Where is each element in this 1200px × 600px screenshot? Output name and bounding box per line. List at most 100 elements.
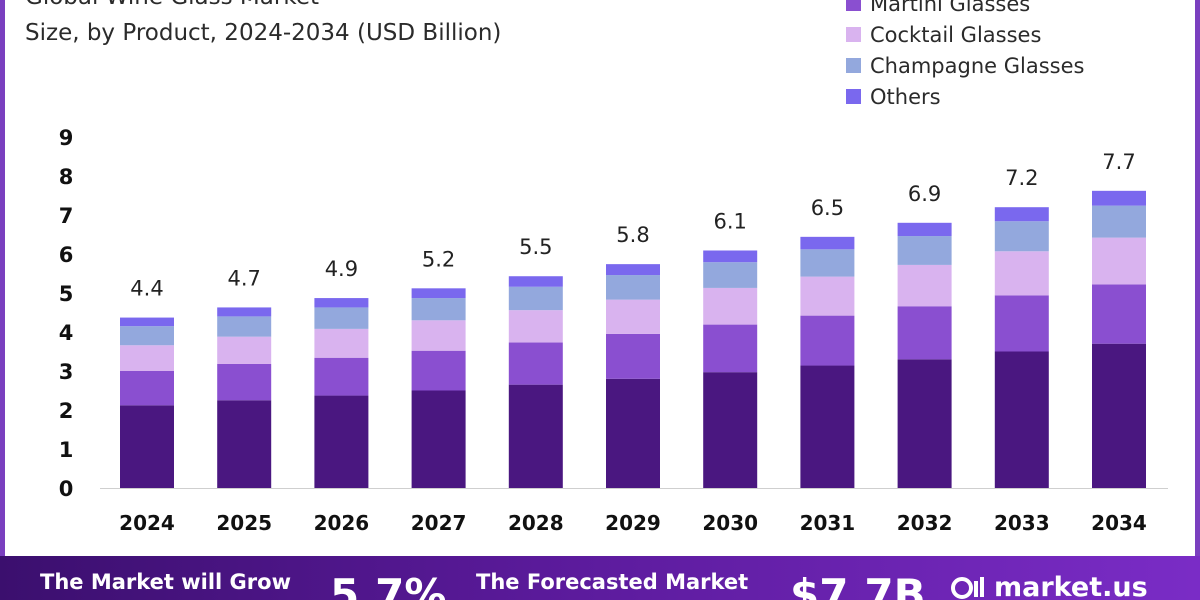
legend-item-others: Others — [846, 81, 1084, 112]
bar-total-label: 4.4 — [130, 277, 163, 301]
y-tick-label: 8 — [59, 165, 74, 189]
stacked-bar-chart: 0 1 2 3 4 5 6 7 8 9 4.4 2024 4.7 2025 4.9 2026 5.2 2027 5.… — [59, 126, 1168, 535]
legend-item-martini: Martini Glasses — [846, 0, 1084, 19]
bar-segment — [508, 286, 563, 311]
footer-banner: The Market will Grow 5.7% The Forecasted… — [0, 556, 1200, 600]
bar-segment — [994, 251, 1049, 296]
bar-segment — [120, 317, 174, 327]
y-tick-label: 7 — [59, 204, 74, 228]
x-tick-label: 2031 — [800, 511, 856, 535]
bar-segment — [800, 276, 855, 316]
bar-segment — [314, 328, 369, 358]
x-tick-label: 2029 — [605, 511, 661, 535]
bar-segment — [314, 298, 369, 308]
bar-total-label: 5.8 — [616, 223, 649, 247]
legend-swatch — [846, 0, 861, 11]
x-tick-label: 2032 — [897, 511, 953, 535]
bar-segment — [217, 363, 272, 401]
bar-segment — [217, 307, 272, 317]
y-tick-label: 1 — [59, 438, 74, 462]
legend-label: Others — [870, 84, 941, 109]
bar-segment — [217, 400, 272, 488]
bar-segment — [703, 250, 758, 263]
bar-segment — [120, 371, 174, 406]
bar-segment — [994, 295, 1049, 352]
bar-segment — [703, 262, 758, 288]
bar-segment — [508, 384, 563, 488]
legend-swatch — [846, 27, 861, 42]
bar-segment — [120, 405, 174, 488]
bar-segment — [411, 298, 466, 321]
bar-segment — [994, 221, 1049, 252]
bar-total-label: 6.5 — [811, 196, 844, 220]
bar-segment — [508, 276, 563, 287]
bar-segment — [800, 365, 855, 488]
bar-segment — [897, 359, 952, 488]
bar-total-label: 4.9 — [325, 257, 358, 281]
y-tick-label: 6 — [59, 243, 74, 267]
banner-growth-label: The Market will Grow — [40, 570, 291, 594]
brand-name: market.us — [994, 572, 1148, 600]
banner-growth-value: 5.7% — [330, 570, 447, 600]
x-tick-label: 2033 — [994, 511, 1050, 535]
bar-total-label: 4.7 — [227, 266, 260, 290]
bar-segment — [897, 236, 952, 265]
bar-segment — [703, 287, 758, 325]
bar-segment — [411, 390, 466, 488]
chart-title: Global Wine Glass Market — [25, 0, 319, 10]
bar-total-label: 5.2 — [422, 247, 455, 271]
bar-total-label: 7.7 — [1102, 150, 1135, 174]
bar-segment — [411, 288, 466, 299]
bar-segment — [606, 299, 660, 334]
bar-segment — [800, 249, 855, 277]
bar-segment — [508, 342, 563, 385]
legend-label: Martini Glasses — [870, 0, 1031, 16]
banner-forecast-value: $7.7B — [790, 570, 926, 600]
x-tick-label: 2027 — [411, 511, 467, 535]
bar-segment — [994, 207, 1049, 222]
banner-forecast-label: The Forecasted Market — [476, 570, 749, 594]
bar-segment — [994, 351, 1049, 488]
bar-segment — [217, 336, 272, 364]
bar-segment — [606, 378, 660, 488]
bar-segment — [1092, 343, 1146, 488]
bar-segment — [703, 324, 758, 373]
y-tick-label: 2 — [59, 399, 74, 423]
bar-segment — [800, 315, 855, 366]
bar-segment — [800, 236, 855, 250]
x-tick-label: 2024 — [119, 511, 175, 535]
bar-segment — [314, 357, 369, 396]
bar-segment — [1092, 205, 1146, 238]
legend-item-champagne: Champagne Glasses — [846, 50, 1084, 81]
bar-segment — [120, 345, 174, 371]
bar-segment — [703, 372, 758, 488]
bar-total-label: 7.2 — [1005, 166, 1038, 190]
bar-segment — [897, 222, 952, 237]
legend-swatch — [846, 58, 861, 73]
y-tick-label: 5 — [59, 282, 74, 306]
legend-item-cocktail: Cocktail Glasses — [846, 19, 1084, 50]
bar-total-label: 5.5 — [519, 235, 552, 259]
bar-segment — [1092, 284, 1146, 344]
legend-label: Cocktail Glasses — [870, 22, 1042, 47]
legend-swatch — [846, 89, 861, 104]
bar-segment — [1092, 190, 1146, 206]
bar-segment — [606, 275, 660, 300]
bar-segment — [411, 350, 466, 391]
x-tick-label: 2030 — [702, 511, 758, 535]
x-tick-label: 2034 — [1091, 511, 1147, 535]
bar-segment — [897, 264, 952, 307]
legend: Martini Glasses Cocktail Glasses Champag… — [846, 0, 1084, 112]
legend-label: Champagne Glasses — [870, 53, 1085, 78]
bar-segment — [314, 395, 369, 488]
bar-total-label: 6.9 — [908, 182, 941, 206]
x-tick-label: 2026 — [314, 511, 370, 535]
y-tick-label: 3 — [59, 360, 74, 384]
chart-subtitle: Size, by Product, 2024-2034 (USD Billion… — [25, 20, 502, 46]
bar-segment — [411, 320, 466, 351]
bar-segment — [897, 306, 952, 360]
bar-segment — [314, 307, 369, 329]
bar-segment — [1092, 237, 1146, 285]
x-tick-label: 2028 — [508, 511, 564, 535]
